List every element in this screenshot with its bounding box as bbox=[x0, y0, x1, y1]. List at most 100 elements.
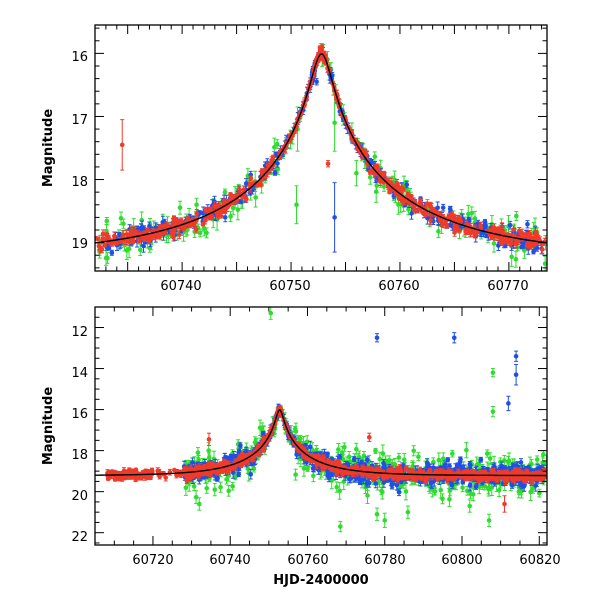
top-point-red bbox=[203, 217, 208, 223]
top-point-red bbox=[228, 192, 233, 197]
top-point-red bbox=[166, 224, 171, 229]
top-point-green bbox=[222, 189, 228, 195]
top-point-red bbox=[492, 225, 497, 231]
bottom-point-green bbox=[464, 447, 469, 453]
top-ytick-label-3: 19 bbox=[71, 237, 88, 252]
top-point-red bbox=[412, 206, 417, 212]
top-point-red bbox=[128, 228, 134, 233]
top-point-red bbox=[100, 231, 106, 237]
top-point-green bbox=[121, 221, 126, 226]
top-point-green bbox=[332, 120, 337, 126]
bottom-point-green bbox=[226, 488, 231, 494]
top-point-red bbox=[394, 181, 400, 186]
top-point-red bbox=[112, 240, 118, 245]
top-point-green bbox=[472, 216, 478, 221]
top-xtick-label-2: 60760 bbox=[378, 279, 419, 294]
top-point-green bbox=[522, 248, 527, 253]
top-point-red bbox=[423, 211, 428, 216]
top-point-red bbox=[99, 247, 105, 252]
top-point-red bbox=[200, 221, 206, 227]
top-point-green bbox=[367, 174, 373, 180]
top-point-red bbox=[405, 193, 410, 199]
top-point-red bbox=[452, 230, 457, 235]
top-point-red bbox=[454, 217, 460, 222]
top-point-red bbox=[454, 225, 459, 231]
top-xtick-label-1: 60750 bbox=[269, 279, 310, 294]
top-point-red bbox=[265, 163, 271, 168]
top-point-green bbox=[204, 230, 209, 236]
top-point-red bbox=[212, 203, 217, 209]
top-point-green bbox=[469, 210, 475, 216]
top-point-red bbox=[539, 247, 545, 252]
top-point-red bbox=[367, 169, 373, 175]
top-point-red bbox=[494, 229, 500, 234]
top-ytick-label-2: 18 bbox=[71, 175, 88, 190]
top-point-red bbox=[487, 232, 493, 238]
top-point-red bbox=[500, 231, 506, 236]
top-point-green bbox=[374, 183, 379, 188]
top-point-red bbox=[162, 224, 167, 230]
top-point-red bbox=[130, 239, 136, 245]
top-point-red bbox=[401, 199, 407, 204]
top-point-red bbox=[396, 195, 402, 200]
top-point-green bbox=[228, 214, 233, 219]
top-point-green bbox=[514, 213, 519, 219]
top-point-blue bbox=[369, 159, 375, 165]
top-point-green bbox=[294, 202, 299, 208]
top-point-red bbox=[505, 232, 510, 237]
top-point-red bbox=[206, 214, 212, 220]
bottom-series-green bbox=[183, 307, 547, 533]
bottom-data-layer bbox=[95, 307, 547, 533]
top-point-red bbox=[429, 205, 434, 211]
top-point-red bbox=[169, 231, 175, 237]
top-point-red bbox=[208, 207, 214, 213]
top-point-blue bbox=[243, 181, 249, 186]
top-point-red bbox=[136, 239, 142, 244]
top-point-red bbox=[417, 199, 423, 205]
top-point-red bbox=[123, 238, 129, 244]
top-point-blue bbox=[525, 221, 530, 227]
bottom-panel: 60720 60740 60760 60780 60800 60820 12 1… bbox=[41, 306, 561, 588]
top-point-green bbox=[392, 177, 397, 183]
top-point-green bbox=[509, 254, 514, 260]
top-point-green bbox=[354, 170, 359, 176]
bottom-point-green bbox=[183, 485, 189, 491]
top-point-green bbox=[253, 195, 258, 200]
top-point-red bbox=[162, 229, 168, 235]
top-point-blue bbox=[440, 205, 446, 210]
top-plot-frame bbox=[94, 24, 548, 272]
top-point-red bbox=[100, 237, 106, 243]
top-ticks bbox=[94, 25, 547, 271]
top-point-red bbox=[473, 229, 478, 234]
top-point-red bbox=[513, 241, 519, 247]
top-point-red bbox=[496, 234, 502, 240]
top-panel: 60740 60750 60760 60770 16 17 18 19 Magn… bbox=[41, 24, 548, 294]
top-data-layer bbox=[95, 43, 547, 271]
top-point-green bbox=[406, 207, 411, 212]
top-xtick-label-0: 60740 bbox=[160, 279, 201, 294]
top-point-green bbox=[372, 154, 378, 159]
top-point-red bbox=[472, 233, 478, 239]
top-point-red bbox=[465, 227, 471, 233]
top-point-red bbox=[119, 142, 125, 148]
bottom-point-green bbox=[403, 489, 409, 494]
top-point-red bbox=[248, 176, 254, 181]
top-point-green bbox=[436, 229, 441, 234]
top-point-blue bbox=[314, 79, 319, 85]
top-point-red bbox=[325, 161, 331, 167]
top-model-curve bbox=[95, 53, 547, 244]
top-point-red bbox=[193, 227, 199, 232]
top-point-red bbox=[95, 235, 99, 241]
top-point-green bbox=[197, 230, 203, 236]
top-ytick-label-1: 17 bbox=[71, 113, 88, 128]
top-point-red bbox=[270, 155, 276, 160]
top-point-red bbox=[500, 236, 505, 241]
top-series-blue bbox=[104, 45, 544, 256]
top-point-red bbox=[106, 235, 111, 240]
bottom-point-green bbox=[342, 444, 347, 450]
bottom-point-green bbox=[377, 456, 383, 462]
top-point-blue bbox=[507, 222, 513, 228]
top-point-red bbox=[150, 234, 156, 239]
top-point-green bbox=[542, 261, 547, 266]
